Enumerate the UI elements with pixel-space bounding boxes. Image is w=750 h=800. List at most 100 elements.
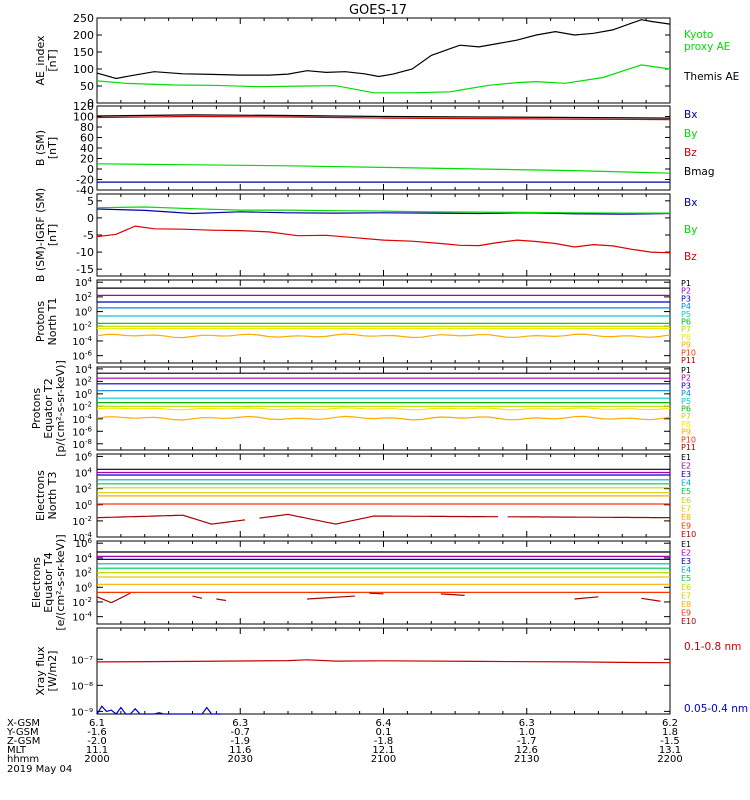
series-bz: Bz — [96, 225, 697, 263]
footer-value: 2200 — [657, 754, 682, 765]
legend-label: E9 — [681, 608, 691, 617]
y-tick-label: 50 — [80, 80, 94, 93]
series-e6: E6 — [97, 572, 691, 592]
footer-value: 11.6 — [229, 745, 251, 756]
legend-label: P7 — [681, 325, 691, 334]
legend-label: Bmag — [684, 166, 715, 178]
series-e1: E1 — [97, 540, 691, 553]
legend-label: E3 — [681, 470, 691, 479]
legend-label: E6 — [681, 496, 691, 505]
series-p9: P9 — [96, 333, 691, 350]
y-tick-label: 10⁻⁷ — [71, 655, 93, 666]
series-p11: P11 — [681, 356, 696, 365]
legend-label: P4 — [681, 302, 691, 311]
legend-label: Bx — [684, 109, 697, 121]
legend-label: P10 — [681, 348, 696, 357]
footer-value: -1.9 — [230, 736, 250, 747]
legend-label: P3 — [681, 381, 691, 390]
series-p2: P2 — [97, 374, 691, 383]
y-axis-label: Electrons — [30, 557, 43, 608]
series-e3: E3 — [97, 470, 691, 479]
series-e1: E1 — [97, 453, 691, 470]
legend-label: P1 — [681, 279, 691, 288]
series-bz: Bz — [96, 115, 697, 159]
legend-label: Kyoto — [684, 29, 713, 41]
series-line — [96, 19, 671, 80]
y-tick-label: 10-8 — [72, 438, 92, 451]
footer-value: 2000 — [84, 754, 109, 765]
legend-label: P10 — [681, 435, 696, 444]
series-p6: P6 — [97, 402, 691, 414]
footer-value: 1.8 — [662, 727, 678, 738]
series-p5: P5 — [97, 310, 691, 319]
series-e8: E8 — [97, 495, 691, 522]
legend-label: E8 — [681, 600, 691, 609]
series-e5: E5 — [97, 483, 691, 496]
legend-label: P4 — [681, 389, 691, 398]
legend-label: P6 — [681, 318, 691, 327]
legend-label: P2 — [681, 287, 691, 296]
series-line — [96, 225, 671, 254]
series-e8: E8 — [97, 583, 691, 609]
y-tick-label: 80 — [80, 121, 94, 134]
series-by: By — [96, 128, 697, 174]
legend-label: E3 — [681, 557, 691, 566]
legend-label: 0.05-0.4 nm — [684, 703, 748, 715]
footer-value: 6.3 — [519, 718, 535, 729]
series-e10: E10 — [96, 592, 696, 626]
legend-label: E2 — [681, 462, 691, 471]
series-0-1-0-8-nm: 0.1-0.8 nm — [96, 641, 741, 664]
series-e4: E4 — [97, 563, 691, 575]
y-tick-label: -20 — [76, 174, 94, 187]
series-p10: P10 — [681, 435, 696, 444]
series-p7: P7 — [97, 405, 691, 421]
legend-label: P9 — [681, 428, 691, 437]
y-tick-label: 200 — [73, 29, 94, 42]
footer-value: -0.7 — [230, 727, 250, 738]
series-e2: E2 — [97, 462, 691, 474]
y-tick-label: 10-2 — [72, 320, 92, 333]
series-p8: P8 — [96, 407, 691, 429]
y-tick-label: 10⁻⁹ — [71, 707, 93, 718]
y-tick-label: 10⁻⁸ — [71, 681, 93, 692]
series-segment — [96, 596, 112, 604]
panel-3: 5 0 -5 -10 -15 B (SM)-IGRF (SM) [nT] Bx By Bz — [34, 188, 697, 282]
y-tick-label: 10-6 — [72, 425, 92, 438]
series-bx: Bx — [97, 109, 697, 183]
series-line — [96, 206, 670, 214]
y-tick-label: 5 — [87, 195, 94, 208]
series-e4: E4 — [97, 479, 691, 488]
y-axis-label: Xray flux — [34, 646, 47, 696]
series-line — [96, 513, 671, 525]
legend-label: E1 — [681, 540, 691, 549]
legend-label: E9 — [681, 521, 691, 530]
series-segment — [307, 595, 355, 600]
series-line — [96, 659, 671, 664]
series-line — [96, 705, 222, 715]
y-tick-label: 104 — [75, 467, 93, 480]
y-tick-label: 10-4 — [72, 413, 92, 426]
y-axis-label: Electrons — [34, 470, 47, 521]
y-axis-label: North T1 — [46, 298, 59, 346]
series-segment — [440, 593, 465, 596]
legend-label: E5 — [681, 574, 691, 583]
series-bmag: Bmag — [96, 114, 715, 178]
series-p2: P2 — [97, 287, 691, 296]
y-axis-label: [e/(cm²-s-sr-keV)] — [54, 534, 67, 630]
y-tick-label: 106 — [75, 450, 93, 463]
footer-row-label: 2019 May 04 — [7, 764, 72, 775]
footer-value: -1.6 — [87, 727, 107, 738]
legend-label: By — [684, 128, 697, 140]
y-tick-label: -15 — [76, 263, 94, 276]
y-tick-label: 102 — [75, 483, 92, 496]
series-p8: P8 — [97, 327, 691, 342]
y-tick-label: 10-2 — [72, 596, 92, 609]
series-e7: E7 — [97, 576, 691, 600]
footer-value: -2.0 — [87, 736, 107, 747]
footer-value: 6.4 — [376, 718, 392, 729]
legend-label: P11 — [681, 443, 696, 452]
